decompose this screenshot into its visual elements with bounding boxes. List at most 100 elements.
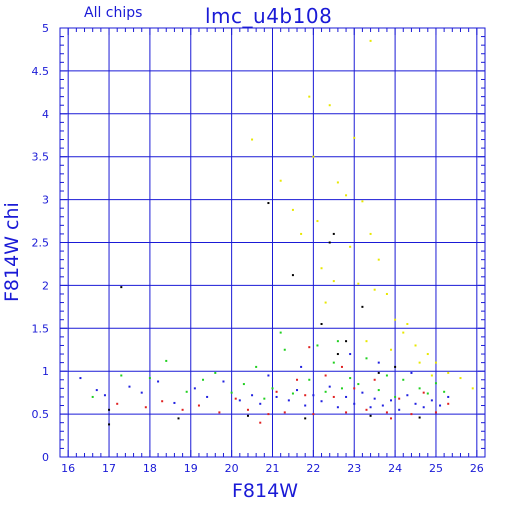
data-point — [116, 402, 119, 405]
data-point — [157, 380, 160, 383]
data-point — [320, 323, 323, 326]
data-point — [345, 194, 348, 197]
x-tick-label: 24 — [388, 462, 402, 475]
data-point — [357, 282, 360, 285]
data-point — [267, 202, 270, 205]
data-point — [120, 286, 123, 289]
data-point — [369, 39, 372, 42]
data-point — [336, 340, 339, 343]
data-point — [300, 365, 303, 368]
data-point — [365, 340, 368, 343]
data-point — [320, 267, 323, 270]
data-point — [242, 383, 245, 386]
data-point — [287, 399, 290, 402]
data-point — [275, 390, 278, 393]
data-point — [385, 411, 388, 414]
data-point — [459, 377, 462, 380]
x-tick-label: 18 — [143, 462, 157, 475]
data-point — [414, 402, 417, 405]
data-point — [447, 371, 450, 374]
x-tick-label: 23 — [347, 462, 361, 475]
data-point — [234, 397, 237, 400]
data-point — [402, 378, 405, 381]
data-point — [361, 200, 364, 203]
data-point — [394, 318, 397, 321]
data-point — [353, 387, 356, 390]
data-point — [259, 402, 262, 405]
data-point — [332, 361, 335, 364]
data-point — [291, 208, 294, 211]
data-point — [447, 402, 450, 405]
data-point — [390, 399, 393, 402]
data-point — [328, 385, 331, 388]
data-point — [177, 417, 180, 420]
data-point — [353, 136, 356, 139]
y-tick-label: 4 — [42, 108, 49, 121]
data-point — [197, 404, 200, 407]
x-tick-label: 21 — [266, 462, 280, 475]
y-tick-label: 1.5 — [32, 322, 50, 335]
data-point — [345, 395, 348, 398]
data-point — [345, 411, 348, 414]
data-point — [304, 404, 307, 407]
y-tick-label: 2.5 — [32, 237, 50, 250]
data-point — [369, 406, 372, 409]
data-point — [426, 353, 429, 356]
data-point — [291, 274, 294, 277]
data-point — [328, 241, 331, 244]
data-point — [369, 414, 372, 417]
data-point — [385, 292, 388, 295]
data-point — [214, 371, 217, 374]
data-point — [173, 401, 176, 404]
data-point — [202, 378, 205, 381]
data-point — [251, 394, 254, 397]
data-point — [140, 391, 143, 394]
data-point — [373, 288, 376, 291]
data-point — [279, 331, 282, 334]
data-point — [161, 400, 164, 403]
data-point — [349, 245, 352, 248]
data-point — [418, 387, 421, 390]
data-point — [259, 421, 262, 424]
data-point — [316, 220, 319, 223]
data-point — [275, 395, 278, 398]
y-tick-label: 0.5 — [32, 408, 50, 421]
data-point — [103, 394, 106, 397]
data-point — [95, 389, 98, 392]
data-point — [324, 390, 327, 393]
data-point — [398, 408, 401, 411]
y-tick-label: 3 — [42, 194, 49, 207]
data-point — [283, 348, 286, 351]
data-point — [316, 344, 319, 347]
data-point — [418, 361, 421, 364]
data-point — [447, 395, 450, 398]
y-axis-label: F814W chi — [1, 202, 23, 302]
data-point — [312, 155, 315, 158]
data-point — [312, 413, 315, 416]
data-point — [434, 382, 437, 385]
data-point — [336, 181, 339, 184]
data-point — [332, 232, 335, 235]
data-point — [426, 392, 429, 395]
data-point — [271, 387, 274, 390]
data-point — [336, 406, 339, 409]
data-point — [230, 391, 233, 394]
data-point — [373, 378, 376, 381]
data-point — [312, 394, 315, 397]
data-point — [296, 389, 299, 392]
data-point — [328, 104, 331, 107]
data-point — [108, 408, 111, 411]
data-point — [418, 416, 421, 419]
data-point — [300, 232, 303, 235]
data-point — [365, 357, 368, 360]
data-point — [267, 413, 270, 416]
data-point — [340, 387, 343, 390]
y-tick-label: 2 — [42, 279, 49, 292]
chart-subtitle: All chips — [84, 5, 143, 21]
data-point — [402, 331, 405, 334]
x-tick-label: 20 — [225, 462, 239, 475]
data-point — [390, 348, 393, 351]
data-point — [369, 232, 372, 235]
data-point — [308, 378, 311, 381]
